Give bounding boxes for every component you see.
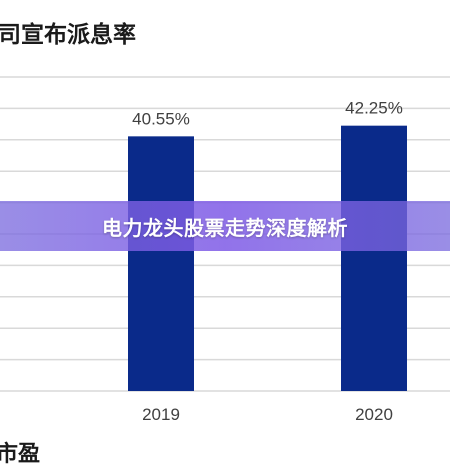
banner-title: 电力龙头股票走势深度解析 — [102, 215, 348, 240]
bar-2019 — [128, 136, 194, 391]
data-label-2019: 40.55% — [132, 109, 190, 128]
chart: 司宣布派息率 40.55% 42.25% 2019 2020 — [0, 21, 450, 424]
chart-title: 司宣布派息率 — [0, 21, 136, 48]
bar-2020 — [341, 125, 407, 392]
x-tick-labels: 2019 2020 — [142, 405, 393, 424]
data-label-2020: 42.25% — [345, 99, 403, 118]
x-tick-2020: 2020 — [355, 405, 393, 424]
footer-heading-fragment: 市盈 — [0, 441, 41, 467]
bars — [128, 125, 407, 392]
x-tick-2019: 2019 — [142, 405, 180, 424]
overlay-banner: 电力龙头股票走势深度解析 — [0, 201, 450, 251]
data-labels: 40.55% 42.25% — [132, 99, 403, 129]
gridlines — [0, 76, 450, 392]
